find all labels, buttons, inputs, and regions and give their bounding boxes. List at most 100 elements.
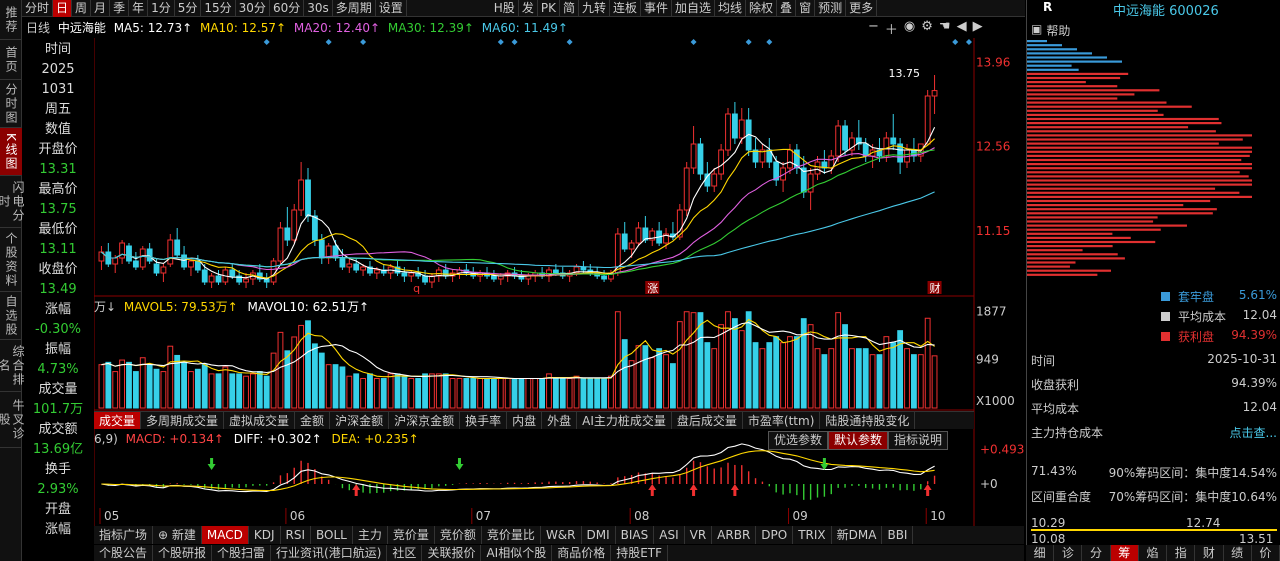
right-tab-8[interactable]: 价 [1252,545,1280,561]
right-tab-3[interactable]: 筹 [1110,545,1139,561]
period-tab-1[interactable]: 日 [53,0,73,17]
indicator-tab-15[interactable]: ARBR [712,526,757,544]
indicator-tab-3[interactable]: KDJ [249,526,281,544]
left-icon[interactable]: ◀ [956,19,967,34]
info-tab-5[interactable]: 关联报价 [422,545,482,561]
indicator-tab-7[interactable]: 竞价量 [388,526,435,544]
nav-item-0[interactable]: 推荐 [0,0,22,40]
nav-item-8[interactable]: 牛叉诊股 [0,392,25,448]
indicator-tab-19[interactable]: BBI [882,526,914,544]
tool-6[interactable]: 事件 [641,0,672,17]
period-tab-5[interactable]: 年 [129,0,149,17]
info-tab-8[interactable]: 持股ETF [611,545,669,561]
info-tab-4[interactable]: 社区 [387,545,423,561]
tool-5[interactable]: 连板 [610,0,641,17]
indicator-tab-10[interactable]: W&R [541,526,582,544]
plus-icon[interactable]: ＋ [884,23,898,38]
vol-tab-10[interactable]: 盘后成交量 [672,412,743,429]
period-tab-6[interactable]: 1分 [148,0,175,17]
minus-icon[interactable]: − [868,19,879,34]
period-tab-12[interactable]: 多周期 [333,0,376,17]
nav-item-4[interactable]: 闪电分时 [0,176,25,228]
period-tab-0[interactable]: 分时 [22,0,54,17]
vol-tab-9[interactable]: AI主力桩成交量 [577,412,672,429]
tool-8[interactable]: 均线 [715,0,747,17]
tool-2[interactable]: PK [538,0,560,17]
period-tab-13[interactable]: 设置 [376,0,407,17]
gear-icon[interactable]: ⚙ [921,19,933,34]
tool-11[interactable]: 窗 [796,0,816,17]
tool-12[interactable]: 预测 [815,0,847,17]
tool-3[interactable]: 简 [560,0,579,17]
right-stock-title[interactable]: 中远海能 600026 [1113,4,1219,19]
vol-tab-11[interactable]: 市盈率(ttm) [743,412,821,429]
indicator-tab-0[interactable]: 指标广场 [94,526,154,544]
hand-icon[interactable]: ☚ [938,19,951,34]
right-tab-2[interactable]: 分 [1082,545,1111,561]
eye-icon[interactable]: ◉ [903,19,916,34]
info-tab-1[interactable]: 个股研报 [153,545,213,561]
tool-9[interactable]: 除权 [746,0,778,17]
indicator-tab-13[interactable]: ASI [654,526,685,544]
info-tab-2[interactable]: 个股扫雷 [212,545,272,561]
right-icon[interactable]: ▶ [972,19,983,34]
tool-4[interactable]: 九转 [579,0,610,17]
indicator-tab-8[interactable]: 竞价额 [435,526,482,544]
nav-item-1[interactable]: 首页 [0,40,22,80]
indicator-tab-1[interactable]: ⊕ 新建 [153,526,202,544]
vol-tab-0[interactable]: 成交量 [94,412,142,429]
info-tab-0[interactable]: 个股公告 [94,545,154,561]
nav-item-6[interactable]: 自选股 [0,292,22,340]
help-row[interactable]: ▣ 帮助 [1031,22,1070,39]
right-tab-6[interactable]: 财 [1195,545,1224,561]
indicator-tab-18[interactable]: 新DMA [832,526,883,544]
vol-tab-3[interactable]: 金额 [295,412,331,429]
right-tab-7[interactable]: 绩 [1224,545,1252,561]
vol-tab-12[interactable]: 陆股通持股变化 [820,412,916,429]
vol-tab-2[interactable]: 虚拟成交量 [224,412,296,429]
info-tab-3[interactable]: 行业资讯(港口航运) [271,545,388,561]
indicator-tab-6[interactable]: 主力 [353,526,388,544]
right-tab-0[interactable]: 细 [1026,545,1055,561]
marker-2[interactable]: 财 [930,281,941,295]
right-tab-1[interactable]: 诊 [1054,545,1083,561]
period-tab-7[interactable]: 5分 [175,0,202,17]
vol-tab-5[interactable]: 沪深京金额 [389,412,461,429]
period-tab-10[interactable]: 60分 [270,0,305,17]
nav-item-7[interactable]: 综合排名 [0,340,25,392]
vol-tab-1[interactable]: 多周期成交量 [141,412,225,429]
tool-7[interactable]: 加自选 [672,0,716,17]
info-tab-6[interactable]: AI相似个股 [481,545,553,561]
stat-value-3[interactable]: 点击查... [1229,426,1277,440]
indicator-tab-17[interactable]: TRIX [793,526,832,544]
period-tab-11[interactable]: 30s [304,0,333,17]
kline-chart[interactable]: q 涨 财 13.75 13.96 12.56 11.15 1877 949 X1000 +0.4… [94,38,1026,526]
nav-item-3[interactable]: K线图 [0,128,22,176]
vol-tab-8[interactable]: 外盘 [542,412,578,429]
tool-10[interactable]: 叠 [777,0,797,17]
period-tab-4[interactable]: 季 [110,0,130,17]
indicator-tab-2[interactable]: MACD [201,526,249,544]
marker-1[interactable]: 涨 [647,282,658,295]
indicator-tab-14[interactable]: VR [685,526,713,544]
period-tab-2[interactable]: 周 [72,0,92,17]
indicator-tab-11[interactable]: DMI [582,526,616,544]
macd-btn-1[interactable]: 默认参数 [828,431,889,450]
vol-tab-4[interactable]: 沪深金额 [330,412,390,429]
indicator-tab-9[interactable]: 竞价量比 [482,526,541,544]
indicator-tab-12[interactable]: BIAS [616,526,655,544]
right-tab-5[interactable]: 指 [1167,545,1196,561]
macd-btn-0[interactable]: 优选参数 [768,431,829,450]
tool-1[interactable]: 发 [519,0,538,17]
vol-tab-7[interactable]: 内盘 [507,412,543,429]
stock-name[interactable]: 中远海能 [57,21,106,35]
info-tab-7[interactable]: 商品价格 [552,545,612,561]
stat-row-3[interactable]: 主力持仓成本 点击查... [1031,424,1277,441]
indicator-tab-16[interactable]: DPO [756,526,794,544]
marker-0[interactable]: q [413,282,420,295]
period-tab-8[interactable]: 15分 [201,0,236,17]
macd-btn-2[interactable]: 指标说明 [888,431,949,450]
nav-item-2[interactable]: 分时图 [0,80,22,128]
tool-0[interactable]: H股 [491,0,519,17]
period-tab-3[interactable]: 月 [91,0,111,17]
